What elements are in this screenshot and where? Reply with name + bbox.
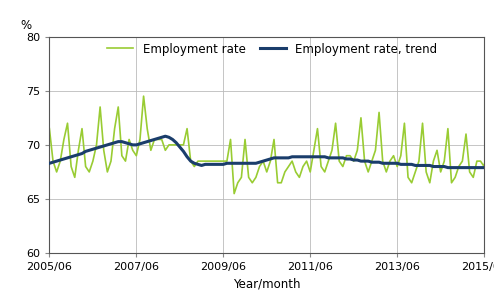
Employment rate (141, 94, 147, 98)
Employment rate, trend (459, 166, 465, 170)
Employment rate (46, 127, 52, 131)
Employment rate, trend (478, 166, 484, 170)
Employment rate (231, 192, 237, 196)
Employment rate, trend (163, 135, 168, 138)
Employment rate, trend (445, 166, 451, 170)
Employment rate (459, 159, 465, 163)
Employment rate (152, 138, 158, 141)
Employment rate, trend (191, 161, 197, 165)
Employment rate, trend (46, 161, 52, 165)
Legend: Employment rate, Employment rate, trend: Employment rate, Employment rate, trend (108, 42, 438, 56)
Employment rate (293, 170, 299, 174)
X-axis label: Year/month: Year/month (233, 278, 300, 291)
Employment rate, trend (485, 166, 491, 170)
Line: Employment rate, trend: Employment rate, trend (49, 136, 488, 168)
Employment rate, trend (148, 139, 154, 142)
Employment rate (485, 143, 491, 147)
Employment rate, trend (329, 156, 335, 160)
Employment rate (332, 121, 338, 125)
Employment rate (478, 159, 484, 163)
Employment rate, trend (289, 155, 295, 159)
Line: Employment rate: Employment rate (49, 96, 488, 194)
Y-axis label: %: % (20, 19, 31, 32)
Employment rate (191, 165, 197, 168)
